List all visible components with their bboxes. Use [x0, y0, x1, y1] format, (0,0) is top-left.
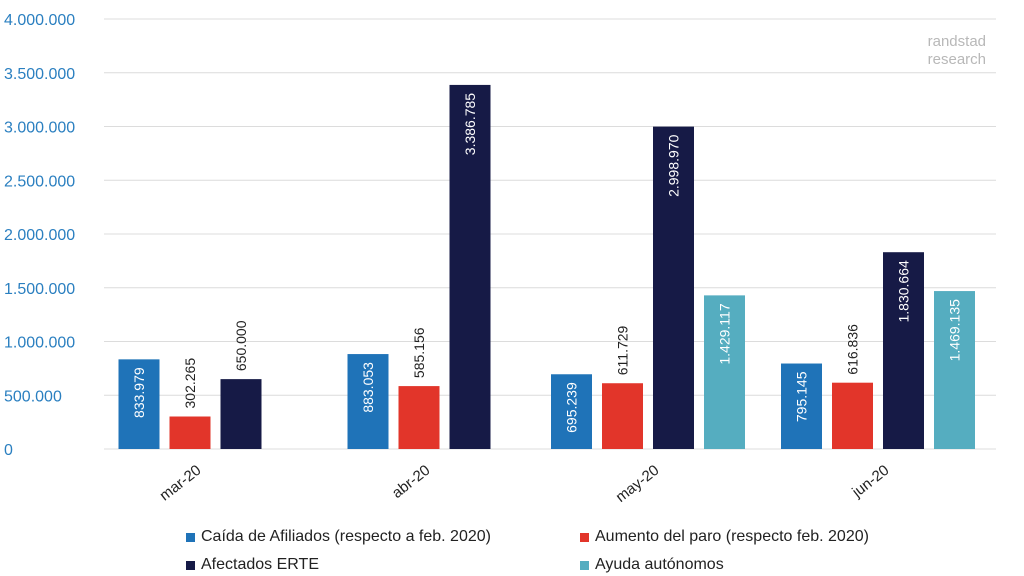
x-category-label: jun-20	[848, 462, 892, 502]
data-label: 650.000	[233, 320, 249, 371]
bar	[118, 359, 160, 449]
legend-label: Caída de Afiliados (respecto a feb. 2020…	[201, 528, 491, 545]
bar	[220, 379, 262, 449]
x-axis-category-labels: mar-20 abr-20 may-20 jun-20	[157, 462, 893, 506]
bar	[704, 295, 745, 449]
watermark-line1: randstad	[928, 33, 986, 50]
legend-swatch	[186, 560, 195, 570]
data-label: 795.145	[794, 371, 810, 422]
bar	[398, 386, 440, 449]
data-label: 2.998.970	[666, 134, 682, 196]
y-tick-label: 1.000.000	[4, 335, 75, 352]
bar	[551, 374, 592, 449]
data-label: 611.729	[615, 325, 631, 375]
legend-label: Afectados ERTE	[201, 556, 319, 573]
data-label: 695.239	[564, 382, 580, 433]
y-tick-label: 0	[4, 442, 13, 459]
y-tick-label: 4.000.000	[4, 12, 75, 29]
bar	[602, 383, 643, 449]
legend-swatch	[580, 560, 589, 570]
data-label: 585.156	[411, 327, 427, 378]
watermark-line2: research	[928, 51, 986, 68]
legend-swatch	[186, 532, 195, 542]
y-axis-tick-labels: 0 500.000 1.000.000 1.500.000 2.000.000 2.500…	[4, 12, 75, 459]
legend-item-afectados-erte: Afectados ERTE	[186, 556, 319, 574]
bar	[347, 354, 389, 449]
bar	[934, 291, 975, 449]
data-label: 302.265	[182, 358, 198, 409]
legend-item-caida-afiliados: Caída de Afiliados (respecto a feb. 2020…	[186, 528, 491, 546]
legend-label: Aumento del paro (respecto feb. 2020)	[595, 528, 869, 545]
data-label: 1.830.664	[896, 260, 912, 322]
data-label: 883.053	[360, 362, 376, 413]
y-tick-label: 2.500.000	[4, 173, 75, 190]
y-tick-label: 500.000	[4, 388, 62, 405]
y-tick-label: 3.500.000	[4, 66, 75, 83]
bar	[449, 84, 491, 449]
data-label: 616.836	[845, 324, 861, 375]
legend-label: Ayuda autónomos	[595, 556, 724, 573]
x-category-label: abr-20	[389, 462, 434, 502]
data-label: 3.386.785	[462, 93, 478, 155]
data-labels: 833.979 302.265 650.000 883.053 585.156 3.386…	[131, 93, 963, 433]
bars	[118, 84, 975, 450]
x-category-label: may-20	[613, 462, 663, 506]
bar	[653, 126, 694, 450]
data-label: 1.429.117	[717, 303, 733, 364]
bar	[883, 252, 924, 449]
data-label: 833.979	[131, 367, 147, 418]
bar	[169, 416, 211, 449]
y-tick-label: 2.000.000	[4, 227, 75, 244]
bar	[832, 382, 873, 449]
legend-swatch	[580, 532, 589, 542]
bar	[781, 363, 822, 449]
y-tick-label: 1.500.000	[4, 281, 75, 298]
y-tick-label: 3.000.000	[4, 120, 75, 137]
legend-item-aumento-paro: Aumento del paro (respecto feb. 2020)	[580, 528, 869, 546]
data-label: 1.469.135	[947, 299, 963, 361]
x-category-label: mar-20	[157, 462, 205, 505]
legend-item-ayuda-autonomos: Ayuda autónomos	[580, 556, 724, 574]
